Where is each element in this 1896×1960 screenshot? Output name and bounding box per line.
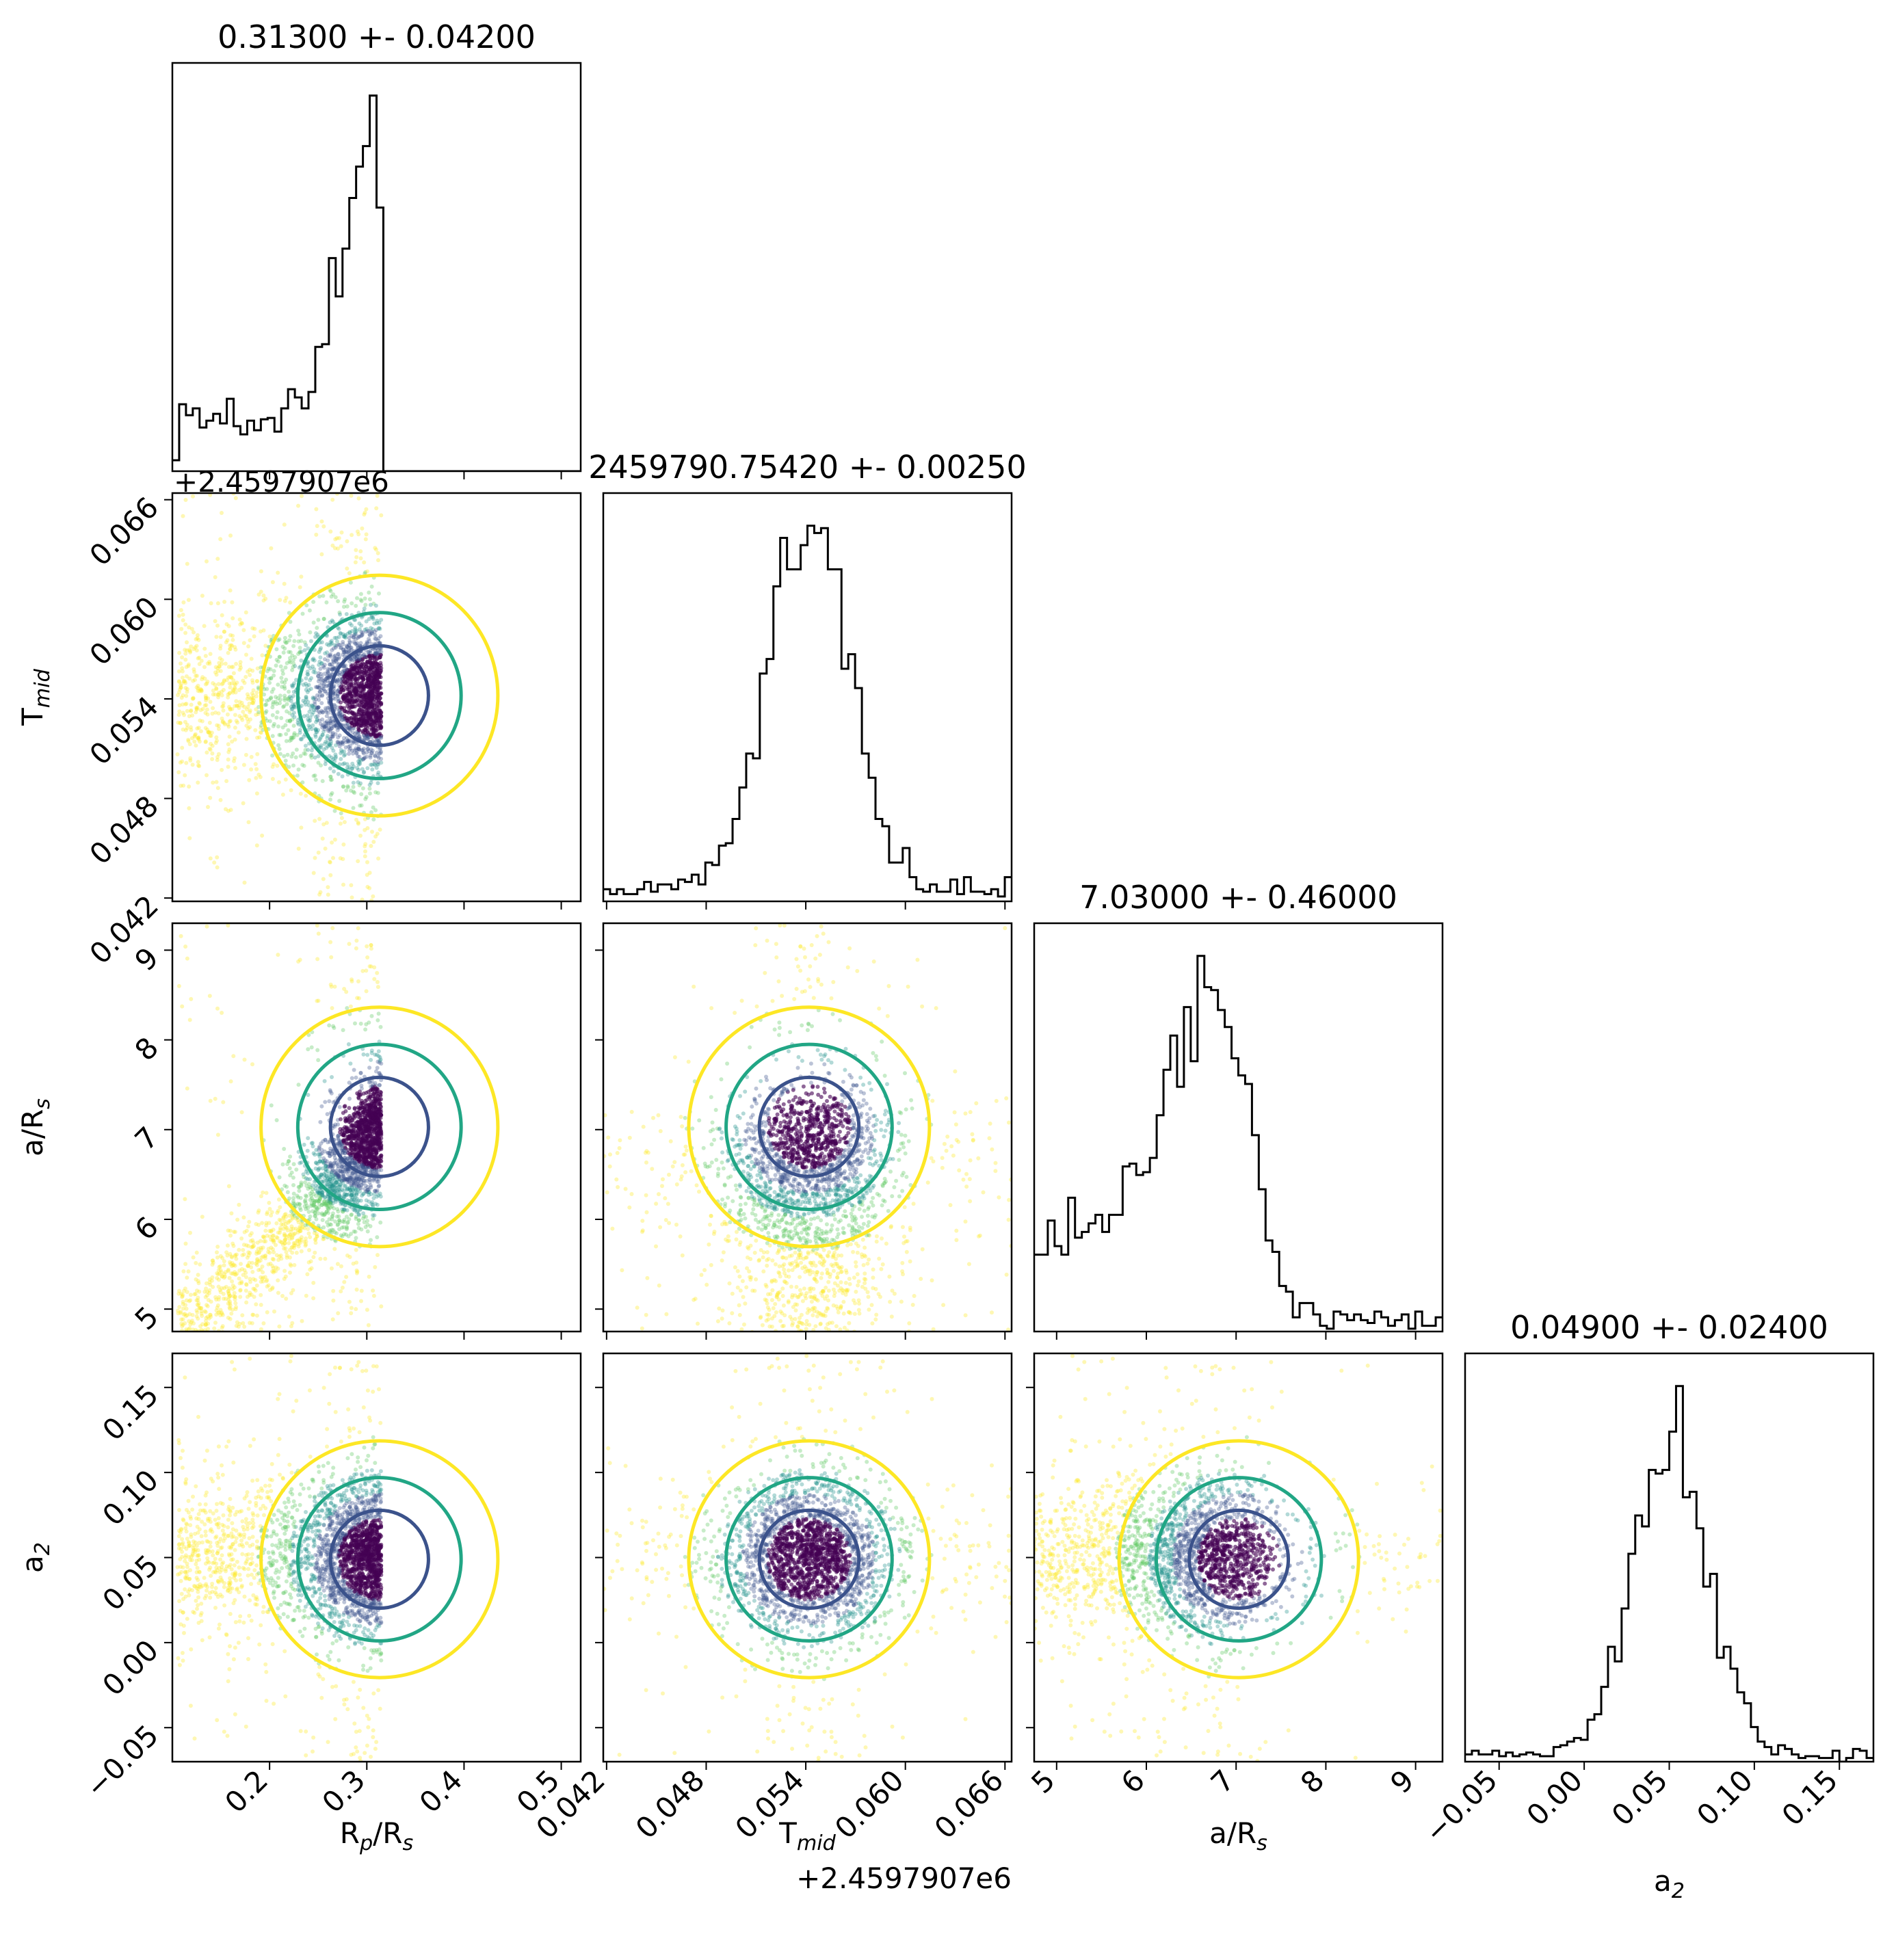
- panel-title-tmid: 2459790.75420 +- 0.00250: [588, 449, 1026, 486]
- axis-label-ars: a/Rs: [16, 1098, 55, 1156]
- x-tick-label-rp: 0.4: [413, 1763, 469, 1819]
- panel-title-rp: 0.31300 +- 0.04200: [218, 18, 536, 55]
- x-offset-label-tmid: +2.4597907e6: [796, 1862, 1012, 1895]
- contour-level-1: [757, 1075, 861, 1178]
- histogram-panel-ars: 7.03000 +- 0.46000: [1033, 879, 1444, 1340]
- histogram-panel-rp: 0.31300 +- 0.04200: [171, 18, 582, 479]
- x-tick-label-a2: −0.05: [1418, 1763, 1504, 1849]
- x-tick-label-a2: 0.00: [1520, 1763, 1589, 1832]
- scatter-points-tmid-a2: [603, 1353, 1012, 1762]
- scatter-points-rp-a2: [175, 1353, 384, 1762]
- axis-label-a2: a2: [16, 1542, 55, 1573]
- y-offset-label-tmid: +2.4597907e6: [174, 465, 389, 499]
- y-tick-label-a2: 0.10: [96, 1464, 165, 1533]
- contour-level-2: [295, 1042, 463, 1212]
- scatter-panel-rp-a2: 0.2 0.3 0.4 0.5−0.050.000.050.100.15: [79, 1352, 582, 1819]
- x-tick-label-rp: 0.3: [315, 1763, 371, 1819]
- scatter-points-rp-tmid: [175, 493, 384, 901]
- x-tick-label-tmid: 0.060: [828, 1763, 910, 1845]
- contour-level-3: [259, 573, 500, 818]
- y-tick-label-a2: 0.05: [96, 1548, 165, 1617]
- contour-level-2: [724, 1476, 894, 1643]
- y-tick-label-ars: 9: [129, 941, 166, 978]
- panel-title-a2: 0.04900 +- 0.02400: [1510, 1309, 1828, 1346]
- histogram-ars: [1034, 955, 1443, 1330]
- contour-level-3: [259, 1439, 500, 1680]
- panel-title-ars: 7.03000 +- 0.46000: [1079, 879, 1397, 916]
- y-tick-label-tmid: 0.048: [83, 789, 165, 871]
- contour-level-2: [1154, 1476, 1324, 1643]
- y-tick-label-tmid: 0.054: [83, 689, 165, 771]
- y-tick-label-ars: 8: [129, 1031, 166, 1068]
- panel-frame: [1464, 1352, 1875, 1763]
- panel-frame: [171, 492, 582, 903]
- contour-level-3: [687, 1005, 932, 1249]
- axis-label-ars: a/Rs: [1209, 1816, 1267, 1855]
- contour-level-1: [328, 644, 430, 747]
- x-tick-label-tmid: 0.066: [928, 1763, 1010, 1845]
- contour-level-3: [1117, 1439, 1360, 1680]
- axis-label-rp: Rp/Rs: [340, 1816, 414, 1855]
- x-tick-label-tmid: 0.048: [629, 1763, 711, 1845]
- scatter-panel-tmid-ars: [595, 922, 1013, 1340]
- x-tick-label-a2: 0.15: [1776, 1763, 1845, 1832]
- y-tick-label-a2: 0.00: [96, 1633, 165, 1702]
- contour-level-2: [295, 1476, 463, 1643]
- contour-level-1: [1187, 1508, 1291, 1611]
- histogram-a2: [1465, 1385, 1873, 1762]
- scatter-panel-tmid-a2: 0.042 0.048 0.054 0.060 0.066: [529, 1352, 1013, 1845]
- y-tick-label-ars: 5: [129, 1300, 166, 1337]
- histogram-panel-tmid: 2459790.75420 +- 0.00250: [588, 449, 1027, 910]
- panel-frame: [171, 62, 582, 473]
- scatter-points-tmid-ars: [603, 923, 1012, 1332]
- y-tick-label-tmid: 0.066: [83, 490, 165, 572]
- y-tick-label-ars: 6: [129, 1210, 166, 1247]
- contour-level-1: [328, 1075, 430, 1178]
- x-tick-label-rp: 0.2: [218, 1763, 274, 1819]
- scatter-points-rp-ars: [176, 923, 384, 1332]
- contour-level-2: [724, 1042, 894, 1212]
- scatter-panel-rp-ars: 5 6 7 8 9: [129, 922, 582, 1340]
- contour-level-3: [687, 1439, 932, 1680]
- histogram-rp: [172, 94, 581, 471]
- histogram-panel-a2: 0.04900 +- 0.02400 −0.05 0.00 0.05 0.10 0.15: [1418, 1309, 1875, 1849]
- y-tick-label-a2: 0.15: [96, 1378, 165, 1447]
- histogram-tmid: [603, 525, 1012, 898]
- axis-label-tmid: Tmid: [778, 1816, 837, 1855]
- axis-label-a2: a2: [1654, 1864, 1685, 1903]
- x-tick-label-a2: 0.05: [1605, 1763, 1674, 1832]
- panel-frame: [171, 922, 582, 1333]
- y-tick-label-ars: 7: [129, 1120, 166, 1157]
- x-tick-label-a2: 0.10: [1690, 1763, 1759, 1832]
- panel-frame: [602, 492, 1013, 903]
- contour-level-1: [757, 1508, 861, 1611]
- axis-label-tmid: Tmid: [16, 668, 55, 726]
- panel-frame: [1033, 922, 1444, 1333]
- y-tick-label-tmid: 0.060: [83, 590, 165, 672]
- panel-frame: [602, 922, 1013, 1333]
- contour-level-3: [259, 1005, 500, 1249]
- contour-level-2: [295, 611, 463, 780]
- y-tick-label-a2: −0.05: [79, 1719, 165, 1805]
- scatter-points-ars-a2: [1034, 1353, 1443, 1762]
- contour-level-1: [328, 1508, 430, 1611]
